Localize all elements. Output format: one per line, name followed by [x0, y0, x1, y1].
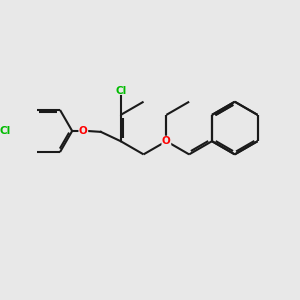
Text: O: O: [162, 136, 171, 146]
Text: O: O: [79, 126, 88, 136]
Text: Cl: Cl: [115, 86, 126, 96]
Text: Cl: Cl: [0, 126, 11, 136]
